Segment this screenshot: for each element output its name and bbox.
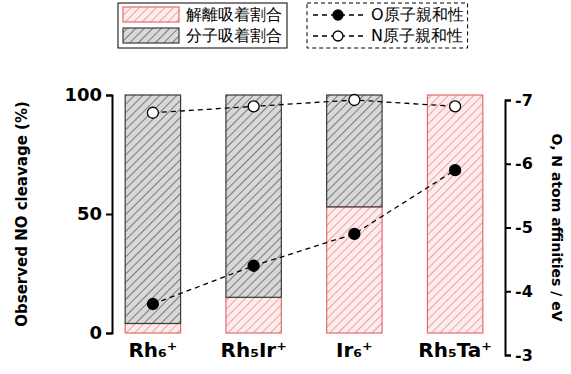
legend: 解離吸着割合分子吸着割合 (118, 3, 287, 48)
x-axis: Rh₆⁺ Rh₅Ir⁺ Ir₆⁺ Rh₅Ta⁺ (128, 338, 491, 362)
tick-label: 0 (89, 322, 102, 343)
tick: Rh₆⁺ (128, 338, 177, 362)
line (153, 100, 455, 113)
tick-mark (106, 333, 112, 335)
category-label: Rh₅Ir⁺ (220, 338, 286, 362)
tick: Rh₅Ta⁺ (418, 338, 492, 362)
tick: Rh₅Ir⁺ (220, 338, 286, 362)
tick-label: 50 (77, 203, 102, 224)
marker (248, 101, 259, 112)
tick: 0 (89, 322, 112, 343)
tick-mark (505, 227, 511, 229)
legend-frame (307, 3, 468, 48)
tick: -6 (505, 154, 533, 173)
tick-mark (505, 163, 511, 165)
category-label: Rh₆⁺ (128, 338, 177, 362)
legend-label: 分子吸着割合 (186, 26, 282, 45)
legend-swatch (123, 7, 179, 22)
bar-segment (327, 207, 382, 333)
tick: -7 (505, 91, 533, 110)
tick: 100 (64, 84, 112, 105)
marker (147, 299, 158, 310)
legend-frame (118, 3, 287, 48)
legend-label: O原子親和性 (371, 5, 464, 24)
tick-mark (505, 355, 511, 357)
y-axis-title: Observed NO cleavage (%) (13, 101, 31, 327)
marker (147, 107, 158, 118)
tick-mark (106, 95, 112, 97)
tick-label: -5 (515, 218, 533, 237)
legend-swatch (123, 28, 179, 43)
line (153, 170, 455, 304)
y2-axis-title: O, N atom affinities / eV (549, 134, 565, 322)
tick-mark (106, 214, 112, 216)
tick-mark (505, 100, 511, 102)
marker (450, 101, 461, 112)
bar-segment (427, 95, 482, 333)
axis: -3 -4 -5 -6 -7 (505, 91, 533, 365)
category-label: Rh₅Ta⁺ (418, 338, 492, 362)
tick-label: -3 (515, 346, 533, 365)
bar-segment (125, 95, 180, 323)
plot-area (125, 95, 483, 334)
axis: 0 50 100 (64, 84, 112, 343)
tick: 50 (77, 203, 112, 224)
marker (349, 95, 360, 106)
legend-label: N原子親和性 (371, 26, 463, 45)
tick-mark (505, 291, 511, 293)
bar-segment (427, 94, 482, 95)
bar-segment (226, 297, 281, 333)
marker (248, 260, 259, 271)
legend: O原子親和性 N原子親和性 (307, 3, 468, 48)
marker (450, 165, 461, 176)
bar-segment (125, 323, 180, 333)
marker (349, 228, 360, 239)
bar-segment (226, 95, 281, 297)
tick: -5 (505, 218, 533, 237)
chart: 0 50 100 -3 -4 -5 -6 -7 Rh₆⁺ Rh₅Ir⁺ Ir₆⁺ Rh₅Ta⁺ Obse… (0, 0, 571, 374)
bar-segment (327, 95, 382, 207)
tick-label: -4 (515, 282, 533, 301)
legend-marker (333, 31, 343, 41)
tick: -4 (505, 282, 533, 301)
legend-marker (333, 10, 343, 20)
axis-line (106, 96, 113, 334)
tick-label: 100 (64, 84, 102, 105)
category-label: Ir₆⁺ (336, 338, 373, 362)
axis-line (506, 101, 512, 356)
tick: Ir₆⁺ (336, 338, 373, 362)
tick-label: -7 (515, 91, 533, 110)
tick: -3 (505, 346, 533, 365)
tick-label: -6 (515, 154, 533, 173)
legend-label: 解離吸着割合 (186, 5, 282, 24)
